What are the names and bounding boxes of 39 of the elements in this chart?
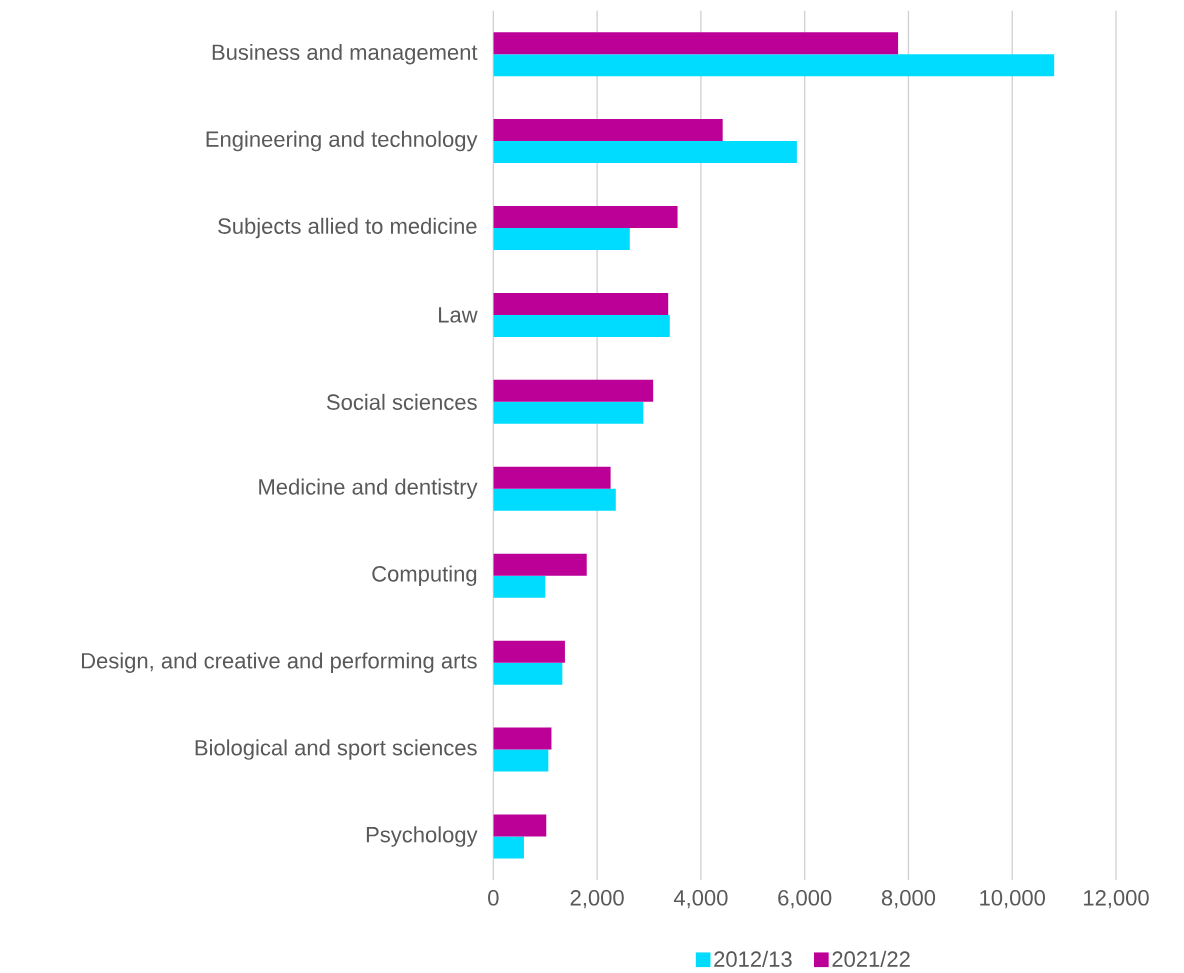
x-tick-label: 2,000 <box>570 889 624 909</box>
bar <box>493 575 546 598</box>
bar <box>493 314 670 337</box>
x-tick-label: 6,000 <box>778 889 832 909</box>
y-tick-label: Biological and sport sciences <box>195 739 477 760</box>
y-tick-label: Design, and creative and performing arts <box>81 652 477 673</box>
y-tick-label: Engineering and technology <box>206 130 478 152</box>
bar <box>493 31 899 54</box>
bar <box>493 553 587 576</box>
bar <box>493 466 611 489</box>
y-tick-label: Psychology <box>366 826 478 847</box>
bar <box>493 292 669 315</box>
x-tick-label: 4,000 <box>673 889 728 909</box>
bar <box>493 140 797 163</box>
y-tick-label: Law <box>439 307 478 323</box>
bar <box>493 379 654 402</box>
bar <box>493 814 547 837</box>
x-tick-label: 8,000 <box>881 889 936 909</box>
bar <box>493 640 565 663</box>
x-tick-label: 0 <box>488 889 499 906</box>
x-tick-label: 10,000 <box>980 889 1045 909</box>
legend-label: 2021/22 <box>832 950 910 967</box>
bar <box>493 749 549 772</box>
y-tick-label: Medicine and dentistry <box>259 478 478 499</box>
bar <box>493 488 616 511</box>
bar <box>493 401 644 424</box>
bar <box>493 205 678 228</box>
bar <box>493 227 630 250</box>
y-tick-label: Subjects allied to medicine <box>218 217 477 239</box>
x-tick-label: 12,000 <box>1084 889 1149 909</box>
bar <box>493 727 552 750</box>
legend-label: 2012/13 <box>714 950 792 967</box>
y-tick-label: Business and management <box>212 43 478 65</box>
y-tick-label: Social sciences <box>326 393 477 410</box>
bar <box>493 118 723 141</box>
bar <box>493 662 563 685</box>
y-tick-label: Computing <box>372 565 477 586</box>
bar <box>493 53 1055 76</box>
bar <box>493 836 524 859</box>
